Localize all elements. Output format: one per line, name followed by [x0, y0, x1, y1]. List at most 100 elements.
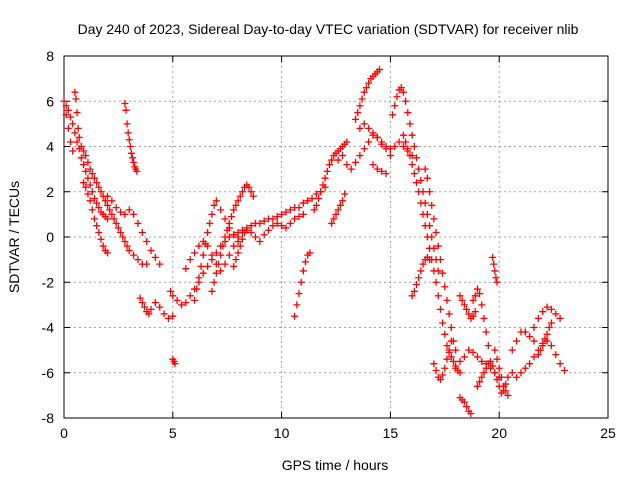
data-point: [138, 228, 146, 236]
data-point: [236, 192, 244, 200]
data-point: [95, 204, 103, 212]
data-point: [147, 247, 155, 255]
data-point: [362, 84, 370, 92]
series-arc-11: [191, 197, 242, 304]
data-point: [299, 210, 307, 218]
data-point: [480, 369, 488, 377]
data-point: [199, 251, 207, 259]
data-point: [439, 319, 447, 327]
data-point: [141, 303, 149, 311]
data-point: [173, 296, 181, 304]
y-tick-label: 8: [46, 48, 54, 64]
data-point: [88, 170, 96, 178]
data-point: [504, 391, 512, 399]
data-point: [445, 310, 453, 318]
x-tick-label: 25: [600, 425, 616, 441]
data-point: [443, 296, 451, 304]
data-point: [260, 217, 268, 225]
data-point: [441, 283, 449, 291]
data-point: [241, 228, 249, 236]
data-point: [502, 387, 510, 395]
data-point: [341, 190, 349, 198]
data-point: [471, 308, 479, 316]
data-point: [315, 195, 323, 203]
data-point: [80, 179, 88, 187]
data-point: [489, 362, 497, 370]
series-arc-15: [310, 138, 351, 214]
data-point: [386, 152, 394, 160]
data-point: [260, 231, 268, 239]
data-point: [286, 219, 294, 227]
data-point: [195, 242, 203, 250]
data-point: [191, 249, 199, 257]
data-point: [204, 228, 212, 236]
chart-title: Day 240 of 2023, Sidereal Day-to-day VTE…: [78, 21, 579, 37]
series-arc-2: [62, 102, 112, 223]
data-point: [160, 310, 168, 318]
data-point: [365, 79, 373, 87]
data-point: [93, 199, 101, 207]
data-point: [480, 314, 488, 322]
data-point: [125, 136, 133, 144]
series-arc-8: [169, 355, 179, 368]
data-point: [84, 190, 92, 198]
data-point: [119, 233, 127, 241]
series-arc-34: [508, 337, 568, 381]
data-point: [82, 167, 90, 175]
data-point: [423, 174, 431, 182]
data-point: [469, 312, 477, 320]
series-arc-5: [121, 100, 141, 175]
data-point: [80, 147, 88, 155]
data-point: [469, 348, 477, 356]
data-point: [99, 242, 107, 250]
data-point: [195, 274, 203, 282]
data-point: [282, 208, 290, 216]
series-arc-10: [182, 210, 307, 275]
data-point: [73, 138, 81, 146]
data-point: [410, 143, 418, 150]
data-point: [534, 351, 542, 359]
series-arc-3: [71, 88, 151, 268]
data-point: [178, 301, 186, 309]
data-point: [417, 199, 425, 207]
data-point: [456, 369, 464, 377]
data-point: [508, 369, 516, 377]
data-point: [376, 66, 384, 74]
y-axis-label: SDTVAR / TECUs: [6, 181, 22, 293]
data-point: [419, 260, 427, 268]
data-point: [421, 222, 429, 230]
series-arc-4: [80, 179, 112, 257]
data-point: [382, 170, 390, 178]
x-tick-label: 10: [274, 425, 290, 441]
data-point: [182, 265, 190, 273]
data-point: [406, 152, 414, 160]
data-point: [404, 145, 412, 153]
data-point: [293, 301, 301, 309]
data-point: [212, 269, 220, 277]
data-point: [236, 242, 244, 250]
data-point: [317, 188, 325, 196]
data-point: [247, 228, 255, 236]
data-point: [447, 324, 455, 331]
data-point: [478, 301, 486, 309]
data-point: [456, 357, 464, 365]
series-arc-36: [534, 319, 555, 359]
data-point: [230, 262, 238, 270]
data-point: [151, 253, 159, 261]
data-point: [82, 183, 90, 191]
data-point: [530, 337, 538, 345]
data-point: [204, 262, 212, 270]
data-point: [439, 269, 447, 277]
data-point: [526, 333, 534, 341]
data-point: [297, 278, 305, 286]
data-point: [463, 403, 471, 411]
data-point: [84, 174, 92, 182]
series-arc-28: [456, 292, 479, 322]
data-point: [504, 373, 512, 381]
data-point: [373, 133, 381, 141]
data-point: [223, 226, 231, 234]
data-point: [365, 124, 373, 132]
data-point: [541, 335, 549, 343]
data-point: [530, 324, 538, 331]
y-tick-label: -2: [42, 274, 55, 290]
